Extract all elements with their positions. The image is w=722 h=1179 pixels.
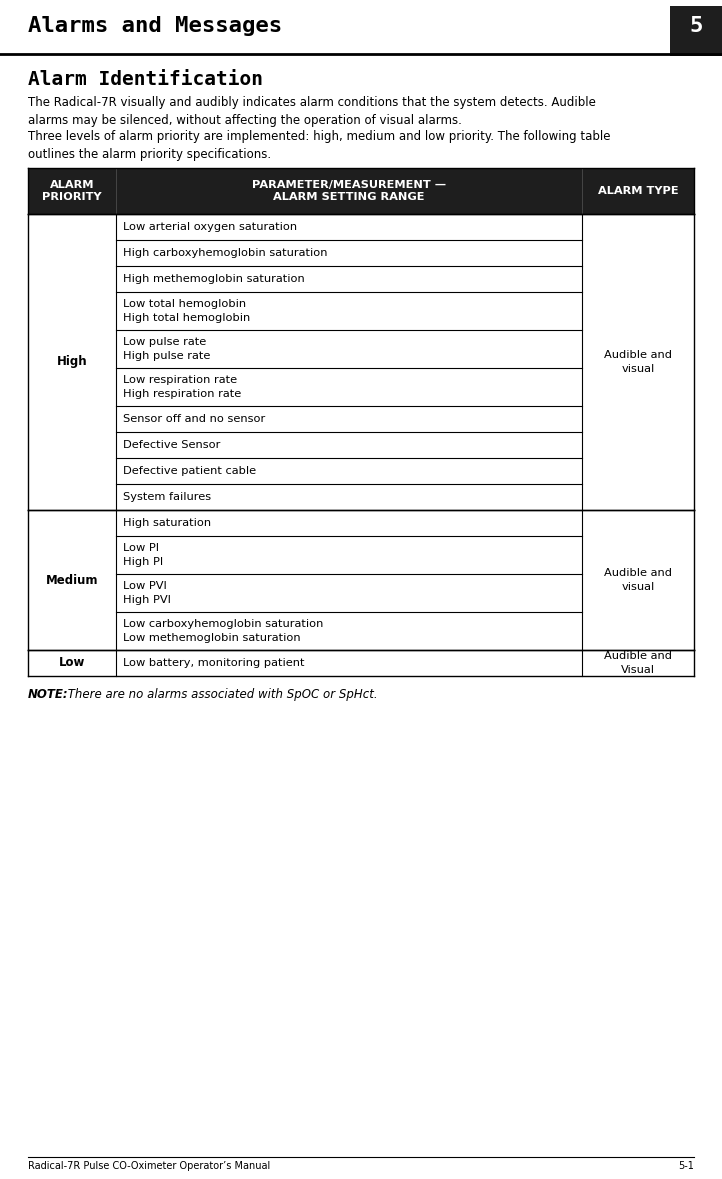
Text: System failures: System failures — [123, 492, 211, 502]
Text: Low battery, monitoring patient: Low battery, monitoring patient — [123, 658, 305, 668]
Text: Medium: Medium — [45, 573, 98, 586]
Text: NOTE:: NOTE: — [28, 689, 69, 702]
Text: ALARM
PRIORITY: ALARM PRIORITY — [42, 180, 102, 203]
Text: High methemoglobin saturation: High methemoglobin saturation — [123, 274, 305, 284]
Text: Low: Low — [58, 657, 85, 670]
Text: The Radical-7R visually and audibly indicates alarm conditions that the system d: The Radical-7R visually and audibly indi… — [28, 95, 596, 127]
Text: High carboxyhemoglobin saturation: High carboxyhemoglobin saturation — [123, 248, 328, 258]
Text: Defective patient cable: Defective patient cable — [123, 466, 256, 476]
Text: Low pulse rate
High pulse rate: Low pulse rate High pulse rate — [123, 337, 210, 361]
Text: Audible and
visual: Audible and visual — [604, 350, 672, 374]
Text: Low total hemoglobin
High total hemoglobin: Low total hemoglobin High total hemoglob… — [123, 299, 251, 323]
Text: Sensor off and no sensor: Sensor off and no sensor — [123, 414, 265, 424]
Bar — [670, 6, 722, 55]
Bar — [28, 511, 694, 650]
Text: 5: 5 — [690, 17, 703, 37]
Bar — [28, 650, 694, 676]
Text: Low arterial oxygen saturation: Low arterial oxygen saturation — [123, 222, 297, 232]
Text: High: High — [57, 356, 87, 369]
Text: Radical-7R Pulse CO-Oximeter Operator’s Manual: Radical-7R Pulse CO-Oximeter Operator’s … — [28, 1161, 270, 1171]
Text: Defective Sensor: Defective Sensor — [123, 440, 220, 450]
Bar — [28, 215, 694, 511]
Text: There are no alarms associated with SpOC or SpHct.: There are no alarms associated with SpOC… — [64, 689, 378, 702]
Text: Low respiration rate
High respiration rate: Low respiration rate High respiration ra… — [123, 375, 241, 399]
Text: Audible and
Visual: Audible and Visual — [604, 651, 672, 676]
Text: Low PVI
High PVI: Low PVI High PVI — [123, 581, 171, 605]
Text: Low PI
High PI: Low PI High PI — [123, 544, 163, 567]
Text: Three levels of alarm priority are implemented: high, medium and low priority. T: Three levels of alarm priority are imple… — [28, 130, 611, 162]
Text: ALARM TYPE: ALARM TYPE — [598, 186, 678, 196]
Text: PARAMETER/MEASUREMENT —
ALARM SETTING RANGE: PARAMETER/MEASUREMENT — ALARM SETTING RA… — [252, 180, 446, 203]
Text: Low carboxyhemoglobin saturation
Low methemoglobin saturation: Low carboxyhemoglobin saturation Low met… — [123, 619, 323, 643]
Text: Alarms and Messages: Alarms and Messages — [28, 17, 282, 37]
Text: Audible and
visual: Audible and visual — [604, 568, 672, 592]
Text: High saturation: High saturation — [123, 518, 211, 528]
Bar — [28, 167, 694, 215]
Text: Alarm Identification: Alarm Identification — [28, 70, 263, 88]
Text: 5-1: 5-1 — [678, 1161, 694, 1171]
